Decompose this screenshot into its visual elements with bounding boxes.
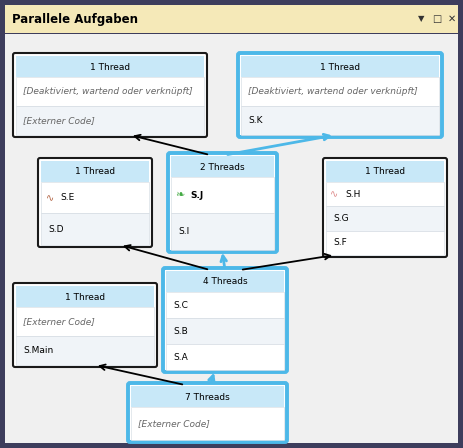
Text: □: □ — [432, 14, 442, 24]
Text: S.H: S.H — [345, 190, 360, 198]
FancyBboxPatch shape — [238, 53, 442, 137]
Text: S.E: S.E — [60, 193, 74, 202]
FancyBboxPatch shape — [168, 153, 277, 252]
Text: S.A: S.A — [173, 353, 188, 362]
Bar — [16, 286, 154, 307]
Text: ▼: ▼ — [418, 14, 424, 23]
Bar — [326, 207, 444, 231]
Text: 4 Threads: 4 Threads — [203, 277, 247, 287]
Text: 2 Threads: 2 Threads — [200, 163, 245, 172]
Text: 1 Thread: 1 Thread — [65, 293, 105, 302]
Text: ✕: ✕ — [448, 14, 456, 24]
Text: [Externer Code]: [Externer Code] — [23, 317, 95, 326]
Text: 1 Thread: 1 Thread — [320, 63, 360, 72]
Text: 1 Thread: 1 Thread — [75, 168, 115, 177]
Text: S.D: S.D — [48, 225, 63, 234]
Bar — [171, 177, 274, 214]
Bar — [16, 77, 204, 106]
FancyBboxPatch shape — [128, 383, 287, 442]
Bar — [131, 407, 284, 440]
Text: [Deaktiviert, wartend oder verknüpft]: [Deaktiviert, wartend oder verknüpft] — [248, 87, 418, 96]
Text: 1 Thread: 1 Thread — [365, 168, 405, 177]
Bar — [41, 214, 149, 245]
FancyBboxPatch shape — [163, 268, 287, 372]
Text: S.J: S.J — [190, 191, 203, 200]
Text: [Deaktiviert, wartend oder verknüpft]: [Deaktiviert, wartend oder verknüpft] — [23, 87, 193, 96]
Bar — [5, 5, 458, 33]
Text: ∿: ∿ — [330, 189, 338, 199]
FancyBboxPatch shape — [38, 158, 152, 247]
Bar — [16, 336, 154, 365]
FancyBboxPatch shape — [13, 53, 207, 137]
Text: S.Main: S.Main — [23, 346, 53, 355]
Text: S.F: S.F — [333, 238, 347, 247]
Text: ❧: ❧ — [175, 190, 184, 200]
FancyBboxPatch shape — [13, 283, 157, 367]
Bar — [166, 344, 284, 370]
Text: Parallele Aufgaben: Parallele Aufgaben — [12, 13, 138, 26]
Bar — [171, 214, 274, 250]
Text: 7 Threads: 7 Threads — [185, 392, 230, 401]
FancyBboxPatch shape — [323, 158, 447, 257]
Bar — [171, 156, 274, 177]
Text: [Externer Code]: [Externer Code] — [138, 419, 210, 428]
Text: S.G: S.G — [333, 214, 349, 223]
Bar — [16, 106, 204, 135]
Text: 1 Thread: 1 Thread — [90, 63, 130, 72]
Bar — [166, 292, 284, 318]
Text: S.K: S.K — [248, 116, 263, 125]
Bar — [41, 182, 149, 214]
Text: S.B: S.B — [173, 327, 188, 336]
Text: S.I: S.I — [178, 227, 189, 236]
Bar — [326, 161, 444, 182]
Bar — [241, 106, 439, 135]
Bar — [41, 161, 149, 182]
Bar — [326, 231, 444, 255]
Bar — [16, 307, 154, 336]
Bar — [241, 56, 439, 77]
Bar — [131, 386, 284, 407]
Bar — [326, 182, 444, 207]
Text: S.C: S.C — [173, 301, 188, 310]
Bar — [16, 56, 204, 77]
Text: ∿: ∿ — [46, 193, 54, 203]
Text: [Externer Code]: [Externer Code] — [23, 116, 95, 125]
Bar — [166, 318, 284, 344]
Bar — [241, 77, 439, 106]
Bar — [166, 271, 284, 292]
